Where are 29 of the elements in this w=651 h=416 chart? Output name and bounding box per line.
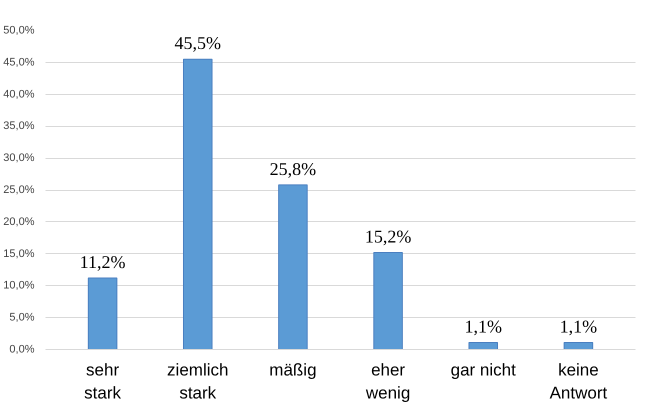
y-tick-label: 45,0% xyxy=(3,56,35,68)
bar xyxy=(564,342,594,350)
y-tick-label: 35,0% xyxy=(3,120,35,132)
x-tick-label: keine Antwort xyxy=(550,360,608,402)
y-tick-label: 10,0% xyxy=(3,280,35,292)
y-tick-label: 20,0% xyxy=(3,216,35,228)
x-tick-label: eher wenig xyxy=(364,360,410,402)
x-tick-label: gar nicht xyxy=(450,360,516,380)
y-tick-label: 15,0% xyxy=(3,248,35,260)
bar xyxy=(278,184,308,350)
y-tick-label: 40,0% xyxy=(3,88,35,100)
data-label: 1,1% xyxy=(560,316,598,336)
y-tick-label: 5,0% xyxy=(9,312,35,324)
bar xyxy=(468,342,498,350)
data-label: 45,5% xyxy=(174,33,222,54)
x-tick-label: sehr stark xyxy=(84,360,122,402)
bar xyxy=(373,252,403,350)
y-tick-label: 25,0% xyxy=(3,184,35,196)
y-tick-label: 50,0% xyxy=(3,24,35,36)
y-tick-label: 30,0% xyxy=(3,152,35,164)
data-label: 1,1% xyxy=(464,316,502,336)
bar xyxy=(88,278,118,350)
data-label: 25,8% xyxy=(270,158,316,179)
data-label: 15,2% xyxy=(364,226,412,247)
y-tick-label: 0,0% xyxy=(9,344,35,356)
data-label: 11,2% xyxy=(80,252,126,272)
x-tick-label: ziemlich stark xyxy=(167,360,228,402)
bar xyxy=(182,58,213,350)
x-tick-label: mäßig xyxy=(269,360,317,380)
